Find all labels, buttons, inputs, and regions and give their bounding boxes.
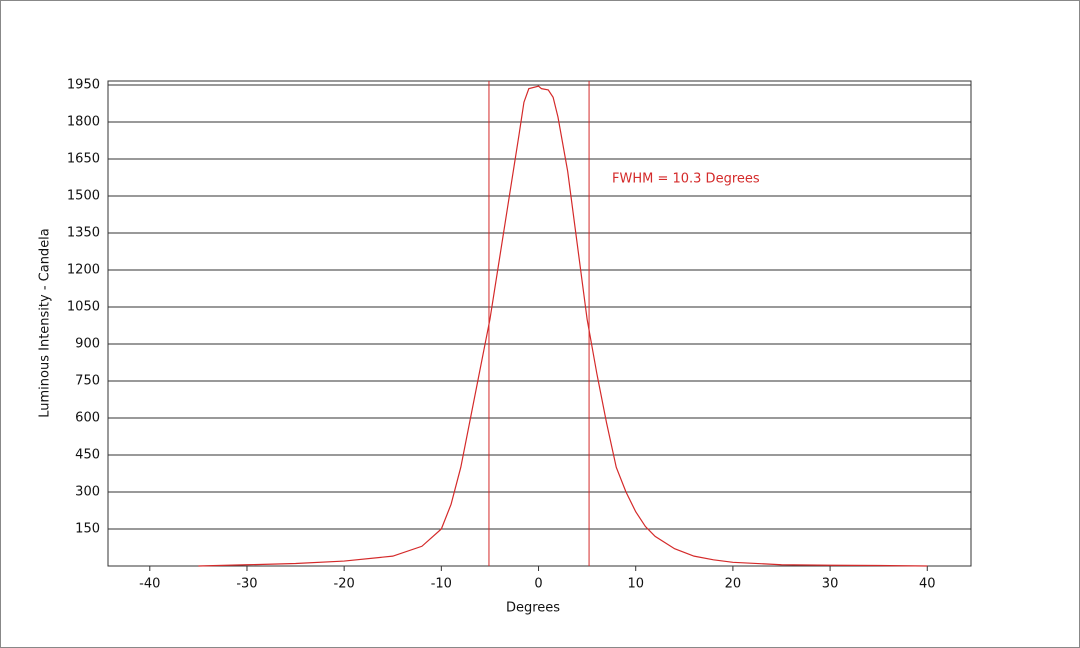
y-tick-label: 1050: [67, 299, 100, 314]
y-tick-label: 1500: [67, 188, 100, 203]
x-tick-label: -40: [139, 577, 160, 592]
intensity-curve: [198, 85, 928, 567]
y-tick-label: 150: [75, 521, 100, 536]
x-tick-label: -30: [236, 577, 257, 592]
x-tick-label: 10: [627, 577, 644, 592]
x-tick-label: 20: [725, 577, 742, 592]
y-tick-label: 1650: [67, 151, 100, 166]
x-tick-label: -10: [431, 577, 452, 592]
annotation: FWHM = 10.3 Degrees: [612, 172, 760, 187]
x-tick-label: 40: [919, 577, 936, 592]
y-axis-label: Luminous Intensity - Candela: [38, 228, 53, 418]
y-tick-label: 1200: [67, 262, 100, 277]
y-tick-label: 1350: [67, 225, 100, 240]
plot-frame: [107, 80, 972, 567]
y-tick-label: 1950: [67, 77, 100, 92]
x-axis-label: Degrees: [506, 601, 560, 616]
y-tick-label: 1800: [67, 114, 100, 129]
y-tick-label: 450: [75, 447, 100, 462]
y-tick-label: 750: [75, 373, 100, 388]
x-tick-label: 30: [822, 577, 839, 592]
x-tick-label: -20: [334, 577, 355, 592]
x-tick-label: 0: [534, 577, 542, 592]
y-tick-label: 600: [75, 410, 100, 425]
y-tick-label: 900: [75, 336, 100, 351]
y-tick-label: 300: [75, 484, 100, 499]
